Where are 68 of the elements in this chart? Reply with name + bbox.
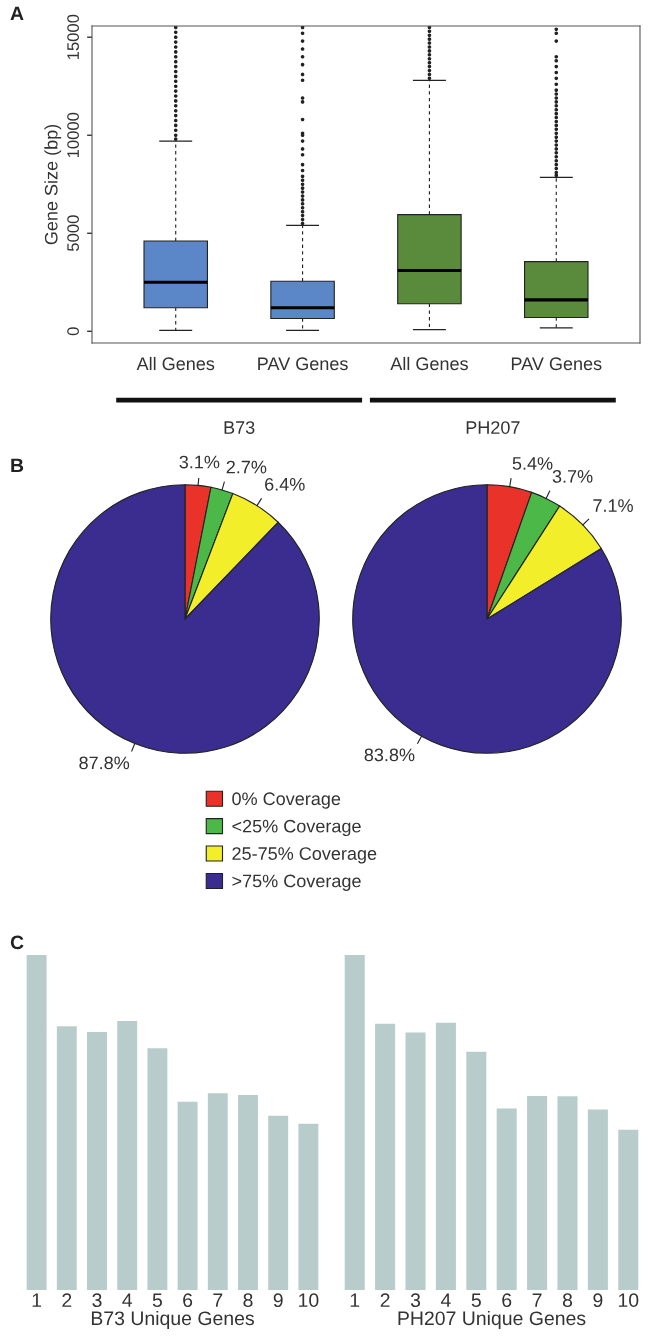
x-tick-label: 9	[273, 1293, 283, 1308]
x-tick-label: 2	[62, 1293, 72, 1307]
x-tick-label: 8	[243, 1293, 253, 1308]
y-axis-title: Gene Size (bp)	[44, 124, 62, 245]
x-tick-label: PAV Genes	[511, 357, 602, 371]
data-label: 7.1%	[593, 499, 633, 512]
y-tick-label: 0	[67, 327, 79, 336]
x-tick-label: PAV Genes	[258, 357, 348, 371]
text: PH207	[466, 421, 520, 434]
bar	[117, 1020, 138, 1290]
legend-label: >75% Coverage	[232, 874, 361, 891]
x-tick-label: All Genes	[390, 356, 468, 371]
x-tick-label: 3	[92, 1293, 102, 1308]
bar	[344, 955, 365, 1290]
x-axis-title: PH207 Unique Genes	[398, 1310, 586, 1330]
bar	[207, 1093, 228, 1290]
bar	[298, 1123, 319, 1290]
x-tick-label: 4	[440, 1293, 451, 1307]
y-tick-label: 10000	[67, 112, 79, 158]
bar	[56, 1026, 77, 1290]
data-label: 87.8%	[79, 756, 130, 770]
legend-label: 0% Coverage	[232, 792, 341, 809]
x-tick-label: 5	[471, 1293, 481, 1308]
bar	[466, 1051, 487, 1290]
x-tick-label: 1	[350, 1293, 360, 1307]
x-tick-label: 10	[618, 1293, 639, 1308]
legend-label: <25% Coverage	[232, 819, 361, 837]
x-tick-label: 6	[502, 1293, 512, 1308]
y-tick-label: 15000	[67, 14, 79, 60]
x-tick-label: 7	[213, 1293, 223, 1307]
data-label: 3.7%	[552, 469, 593, 483]
x-tick-label: 3	[410, 1293, 421, 1308]
bar	[587, 1109, 608, 1290]
bar	[405, 1032, 426, 1290]
data-label: 83.8%	[364, 748, 415, 762]
data-label: 5.4%	[512, 457, 553, 470]
bar	[496, 1108, 517, 1290]
bar	[87, 1032, 107, 1290]
y-tick-label: 5000	[67, 215, 79, 252]
bar	[268, 1115, 289, 1290]
x-tick-label: 10	[299, 1293, 319, 1308]
legend-label: 25-75% Coverage	[232, 847, 377, 864]
data-label: 6.4%	[265, 477, 305, 491]
x-tick-label: All Genes	[136, 356, 215, 371]
x-tick-label: 7	[532, 1293, 542, 1307]
x-tick-label: 6	[183, 1293, 193, 1308]
bar	[527, 1096, 548, 1290]
bar	[26, 955, 47, 1290]
bar	[147, 1048, 168, 1290]
chart-title: C	[10, 935, 24, 950]
bar	[557, 1096, 578, 1290]
bar	[238, 1095, 258, 1290]
x-tick-label: 5	[152, 1293, 162, 1308]
data-label: 2.7%	[226, 460, 267, 474]
x-tick-label: 8	[562, 1293, 573, 1308]
x-tick-label: 9	[593, 1293, 603, 1308]
chart-title: A	[10, 6, 24, 21]
x-tick-label: 2	[380, 1293, 390, 1307]
bar	[618, 1129, 639, 1290]
data-label: 3.1%	[179, 455, 220, 469]
x-tick-label: 4	[122, 1293, 133, 1307]
x-tick-label: 1	[32, 1293, 42, 1307]
text: B73	[224, 421, 255, 434]
bar	[375, 1023, 396, 1290]
x-axis-title: B73 Unique Genes	[91, 1310, 254, 1330]
chart-title: B	[11, 458, 24, 473]
bar	[177, 1101, 198, 1290]
bar	[435, 1022, 456, 1290]
